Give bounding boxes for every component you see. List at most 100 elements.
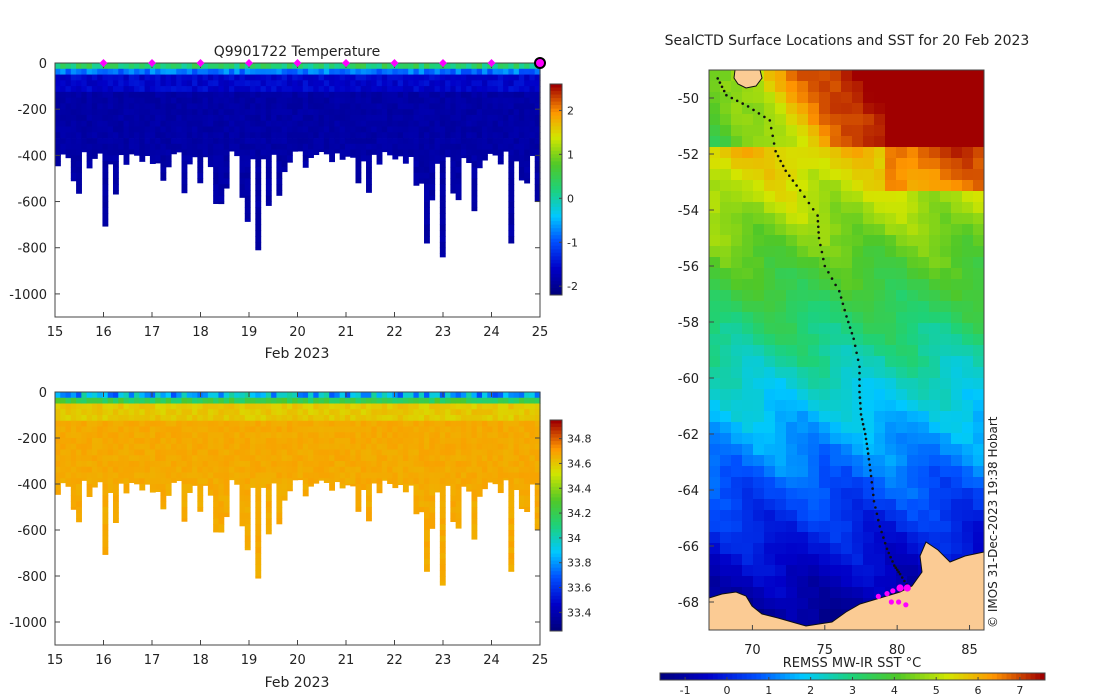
profile-cell <box>513 392 520 399</box>
sst-cell <box>753 213 765 225</box>
colorbar-swatch <box>550 98 562 103</box>
profile-cell <box>265 449 272 456</box>
profile-cell <box>118 103 125 110</box>
profile-cell <box>118 143 125 150</box>
profile-cell <box>334 109 341 116</box>
sst-cell <box>863 389 875 401</box>
profile-cell <box>450 114 457 122</box>
profile-cell <box>402 149 409 156</box>
profile-cell <box>413 489 420 496</box>
profile-cell <box>55 132 61 139</box>
sst-cell <box>753 521 765 533</box>
profile-cell <box>487 409 494 416</box>
profile-cell <box>524 132 531 139</box>
profile-cell <box>334 397 341 404</box>
profile-cell <box>392 143 399 150</box>
profile-cell <box>218 132 225 139</box>
colorbar-swatch <box>550 189 562 194</box>
profile-cell <box>86 455 93 462</box>
profile-cell <box>265 138 272 145</box>
profile-cell <box>244 443 251 450</box>
sst-cell <box>709 257 721 269</box>
sst-cell <box>896 202 908 214</box>
sst-cell <box>786 125 798 137</box>
profile-cell <box>439 132 446 139</box>
profile-cell <box>313 392 320 399</box>
profile-cell <box>471 507 478 514</box>
profile-cell <box>250 149 256 156</box>
profile-cell <box>60 63 67 70</box>
sst-cell <box>863 136 875 148</box>
sst-cell <box>830 510 842 522</box>
profile-cell <box>123 455 130 462</box>
sst-cell <box>775 290 787 302</box>
profile-cell <box>170 86 177 93</box>
profile-cell <box>292 149 299 152</box>
profile-cell <box>318 138 325 145</box>
profile-cell <box>466 114 473 122</box>
sst-cell <box>885 290 897 302</box>
sst-cell <box>808 455 820 467</box>
profile-cell <box>86 109 93 116</box>
profile-cell <box>323 455 330 462</box>
profile-cell <box>76 172 82 179</box>
profile-cell <box>387 409 393 416</box>
profile-cell <box>434 392 441 399</box>
profile-cell <box>86 161 93 168</box>
profile-cell <box>366 91 372 99</box>
profile-cell <box>476 489 483 496</box>
profile-cell <box>297 132 304 139</box>
profile-cell <box>313 103 320 110</box>
sst-cell <box>896 334 908 346</box>
profile-cell <box>455 507 462 514</box>
profile-cell <box>429 138 436 145</box>
sst-cell <box>819 444 831 456</box>
sst-cell <box>885 180 897 192</box>
sst-cell <box>885 279 897 291</box>
profile-cell <box>434 466 441 473</box>
profile-cell <box>281 138 288 145</box>
profile-cell <box>297 397 304 404</box>
profile-cell <box>413 501 420 508</box>
profile-cell <box>165 397 172 404</box>
profile-cell <box>207 426 214 433</box>
profile-cell <box>102 461 109 468</box>
sst-cell <box>940 367 952 379</box>
profile-cell <box>181 443 188 450</box>
profile-cell <box>471 207 478 212</box>
profile-cell <box>513 409 520 416</box>
profile-cell <box>123 155 130 162</box>
profile-cell <box>329 63 335 70</box>
profile-cell <box>424 478 430 485</box>
profile-cell <box>429 91 436 99</box>
sst-cell <box>852 136 864 148</box>
sst-cell <box>720 136 732 148</box>
profile-cell <box>55 420 61 427</box>
map-title: SealCTD Surface Locations and SST for 20… <box>665 33 1030 49</box>
profile-cell <box>165 489 172 496</box>
profile-cell <box>439 74 446 81</box>
sst-cell <box>962 367 974 379</box>
sst-cell <box>973 444 984 456</box>
sst-cell <box>907 279 919 291</box>
profile-cell <box>70 501 77 508</box>
sst-cell <box>742 499 754 511</box>
profile-cell <box>397 426 404 433</box>
profile-cell <box>408 103 415 110</box>
sst-cell <box>973 334 984 346</box>
profile-cell <box>376 443 383 450</box>
sst-cell <box>907 268 919 280</box>
profile-cell <box>139 149 146 156</box>
profile-cell <box>255 541 262 548</box>
profile-cell <box>134 478 140 485</box>
profile-cell <box>439 449 446 456</box>
profile-cell <box>91 472 98 479</box>
profile-cell <box>281 484 288 491</box>
profile-cell <box>286 420 293 427</box>
profile-cell <box>413 161 420 168</box>
sst-cell <box>786 147 798 159</box>
profile-cell <box>344 132 351 139</box>
profile-cell <box>424 472 430 479</box>
profile-cell <box>176 132 183 139</box>
profile-cell <box>228 86 235 93</box>
